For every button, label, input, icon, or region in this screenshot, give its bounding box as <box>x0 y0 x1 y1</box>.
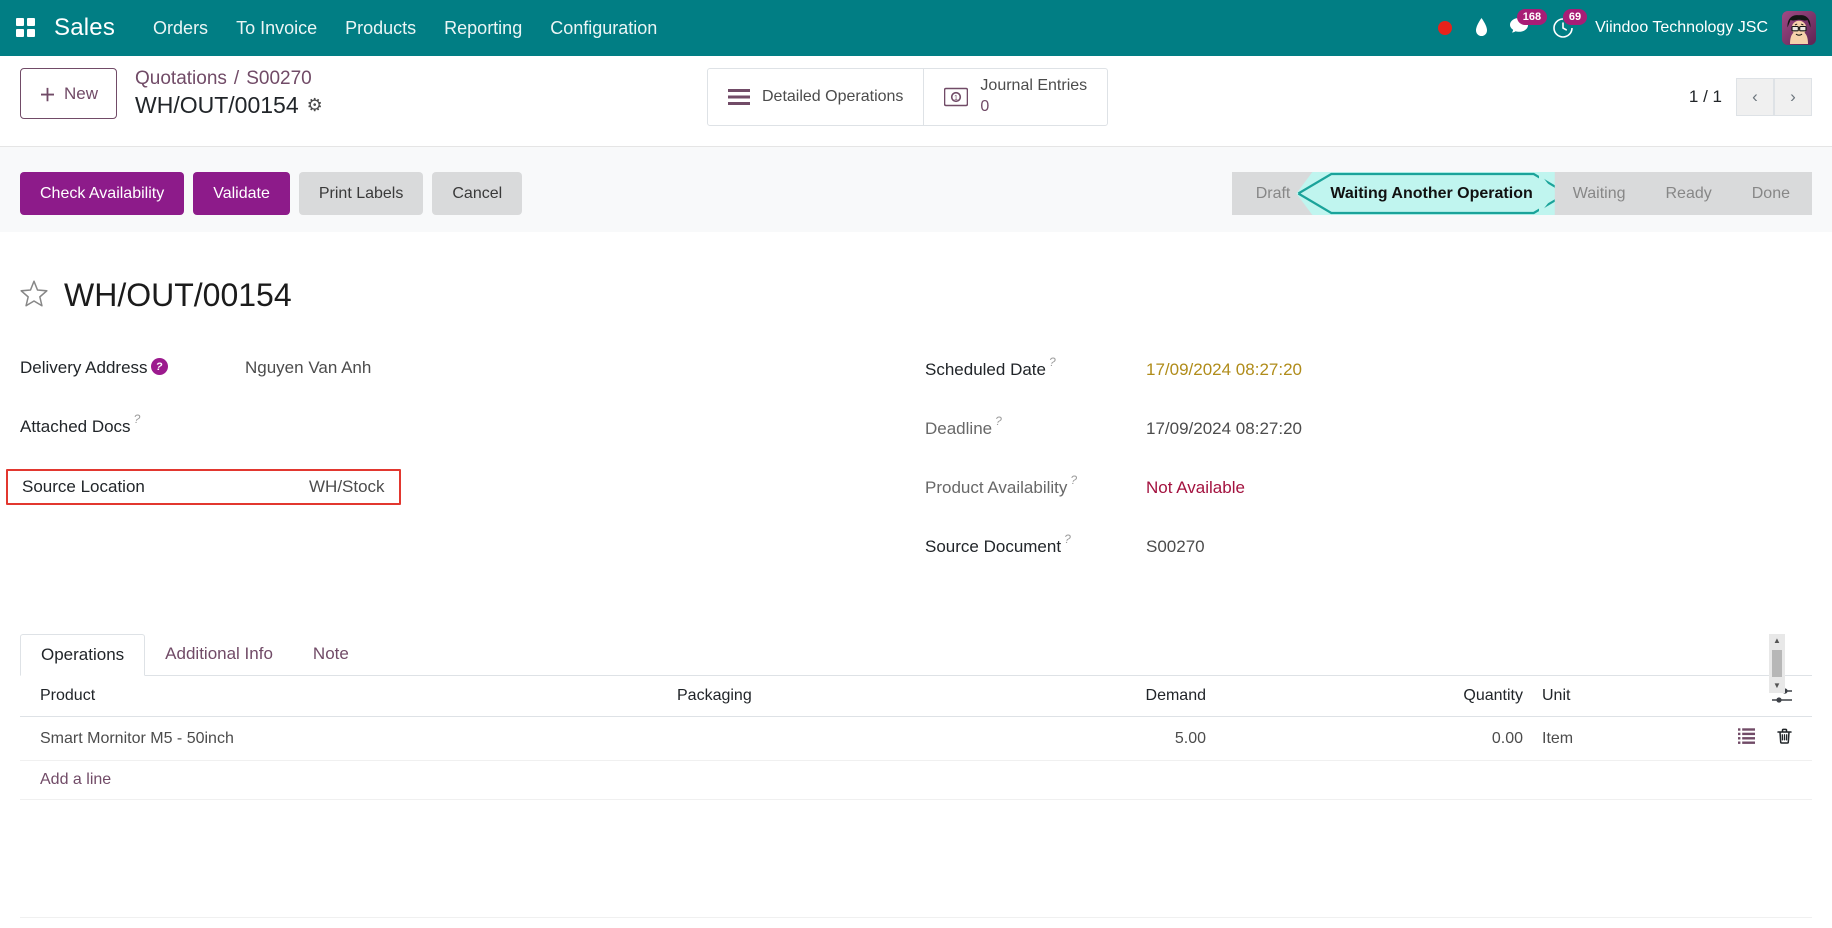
svg-text:1: 1 <box>954 95 958 102</box>
